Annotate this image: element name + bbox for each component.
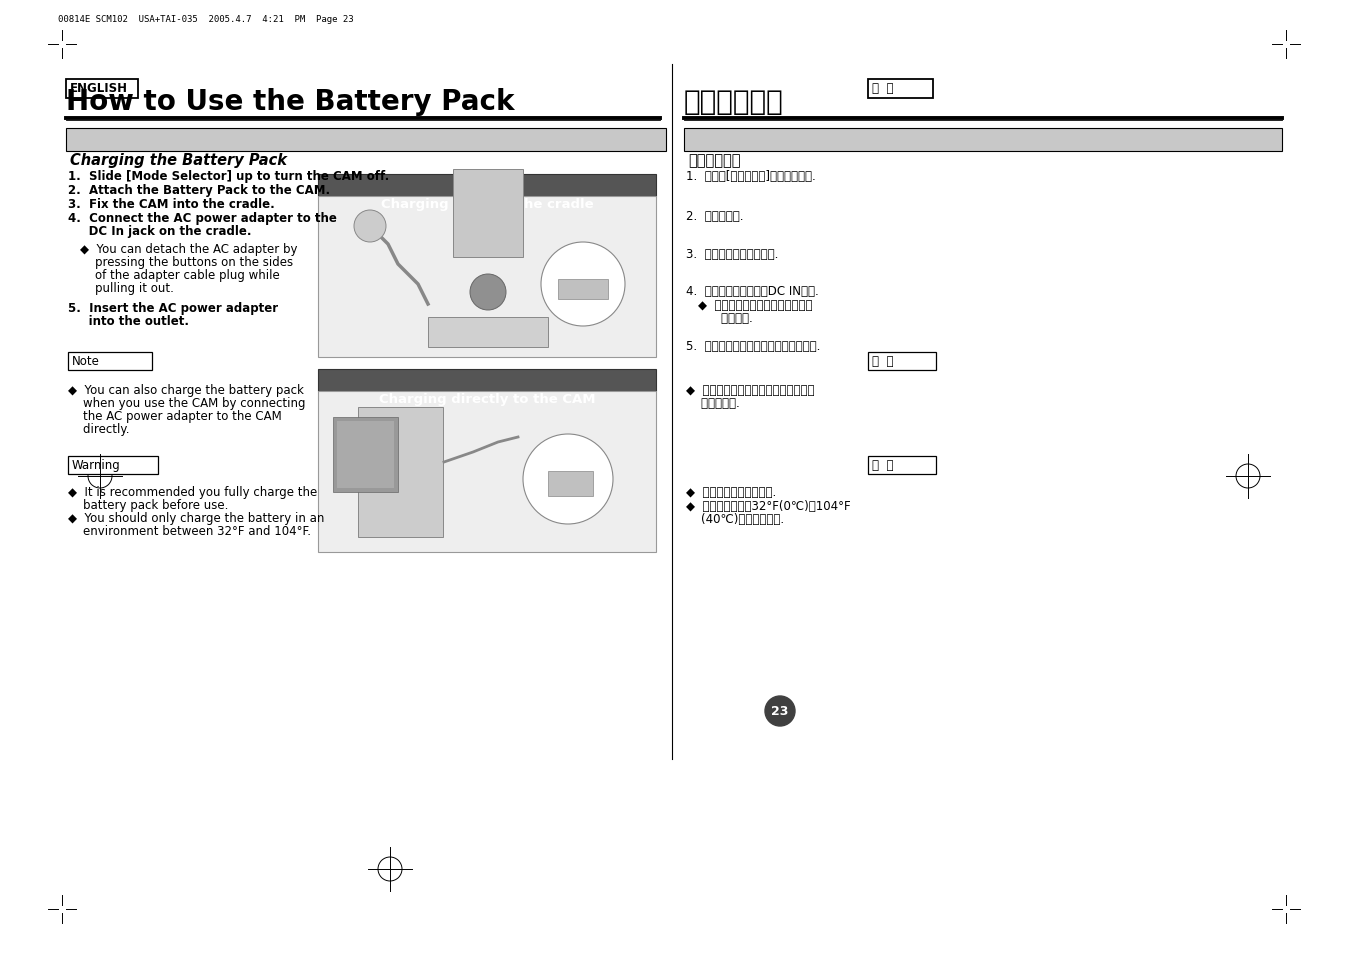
Text: 1.  向上推[模式選擇鈕]來關閉攝影機.: 1. 向上推[模式選擇鈕]來關閉攝影機. (686, 170, 816, 183)
Text: 1.  Slide [Mode Selector] up to turn the CAM off.: 1. Slide [Mode Selector] up to turn the … (67, 170, 390, 183)
Text: 2.  Attach the Battery Pack to the CAM.: 2. Attach the Battery Pack to the CAM. (67, 184, 330, 196)
Text: 臺  灣: 臺 灣 (872, 82, 894, 95)
Bar (868, 80, 933, 99)
Text: into the outlet.: into the outlet. (67, 314, 189, 328)
Text: ◆  You can detach the AC adapter by: ◆ You can detach the AC adapter by (80, 243, 298, 255)
Bar (429, 317, 549, 348)
Circle shape (541, 243, 625, 327)
Text: ◆  You should only charge the battery in an: ◆ You should only charge the battery in … (67, 512, 325, 524)
Text: 2.  裝入電池組.: 2. 裝入電池組. (686, 210, 744, 223)
Text: 警  告: 警 告 (872, 458, 894, 472)
Text: environment between 32°F and 104°F.: environment between 32°F and 104°F. (67, 524, 311, 537)
Text: 開電源線.: 開電源線. (706, 312, 752, 325)
Text: ◆  電池組應在室溫32°F(0℃)到104°F: ◆ 電池組應在室溫32°F(0℃)到104°F (686, 499, 851, 513)
Circle shape (470, 274, 506, 311)
Text: when you use the CAM by connecting: when you use the CAM by connecting (67, 396, 306, 410)
Text: Note: Note (71, 355, 100, 368)
Bar (318, 196, 656, 357)
Circle shape (523, 435, 613, 524)
Bar (333, 417, 398, 493)
Bar (67, 353, 152, 371)
Text: pressing the buttons on the sides: pressing the buttons on the sides (80, 255, 293, 269)
Text: Charging directly to the CAM: Charging directly to the CAM (379, 393, 596, 406)
Text: Charging through the cradle: Charging through the cradle (380, 198, 593, 211)
Bar (868, 456, 936, 475)
Text: Warning: Warning (71, 458, 121, 472)
Bar (67, 456, 158, 475)
Bar (66, 129, 666, 152)
Bar (868, 353, 936, 371)
Text: battery pack before use.: battery pack before use. (67, 498, 228, 512)
Text: 4.  將電源線插入座充的DC IN插孔.: 4. 將電源線插入座充的DC IN插孔. (686, 285, 818, 297)
Bar (549, 472, 593, 497)
Text: 說  明: 說 明 (872, 355, 894, 368)
Text: the AC power adapter to the CAM: the AC power adapter to the CAM (67, 410, 282, 422)
Text: 23: 23 (771, 705, 789, 718)
Bar (66, 80, 137, 99)
Bar (558, 280, 608, 299)
Circle shape (766, 697, 795, 726)
Text: 電池組的充電: 電池組的充電 (687, 152, 740, 168)
Bar (453, 170, 523, 257)
Bar (318, 370, 656, 392)
Text: How to Use the Battery Pack: How to Use the Battery Pack (66, 88, 515, 116)
Text: Charging the Battery Pack: Charging the Battery Pack (70, 152, 287, 168)
Text: DC In jack on the cradle.: DC In jack on the cradle. (67, 225, 252, 237)
Bar (359, 408, 443, 537)
Text: ◆  您要按下電源線插頭的兩側來移: ◆ 您要按下電源線插頭的兩側來移 (698, 298, 813, 312)
Text: ◆  建議您使用前先充飽電.: ◆ 建議您使用前先充飽電. (686, 485, 776, 498)
Bar (318, 392, 656, 553)
Text: of the adapter cable plug while: of the adapter cable plug while (80, 269, 280, 282)
Text: ◆  You can also charge the battery pack: ◆ You can also charge the battery pack (67, 384, 303, 396)
Text: 邊拍邊充電.: 邊拍邊充電. (686, 396, 740, 410)
Text: 4.  Connect the AC power adapter to the: 4. Connect the AC power adapter to the (67, 212, 337, 225)
Text: 5.  Insert the AC power adapter: 5. Insert the AC power adapter (67, 302, 278, 314)
Text: ENGLISH: ENGLISH (70, 82, 128, 95)
Bar (683, 129, 1282, 152)
Text: 3.  Fix the CAM into the cradle.: 3. Fix the CAM into the cradle. (67, 198, 275, 211)
Bar (318, 174, 656, 196)
Text: ◆  您也可以把電源線直接插入攝影內來: ◆ 您也可以把電源線直接插入攝影內來 (686, 384, 814, 396)
Text: ◆  It is recommended you fully charge the: ◆ It is recommended you fully charge the (67, 485, 317, 498)
Text: 電池組的使用: 電池組的使用 (683, 88, 783, 116)
Bar (337, 421, 394, 489)
Text: 3.  把攝影機固定在座充上.: 3. 把攝影機固定在座充上. (686, 248, 778, 261)
Text: pulling it out.: pulling it out. (80, 282, 174, 294)
Text: 5.  電源線的另一端插入牆上的電源插座.: 5. 電源線的另一端插入牆上的電源插座. (686, 339, 821, 353)
Circle shape (355, 211, 386, 243)
Text: directly.: directly. (67, 422, 129, 436)
Text: (40℃)的環境下充電.: (40℃)的環境下充電. (686, 513, 785, 525)
Text: 00814E SCM102  USA+TAI-035  2005.4.7  4:21  PM  Page 23: 00814E SCM102 USA+TAI-035 2005.4.7 4:21 … (58, 15, 353, 24)
